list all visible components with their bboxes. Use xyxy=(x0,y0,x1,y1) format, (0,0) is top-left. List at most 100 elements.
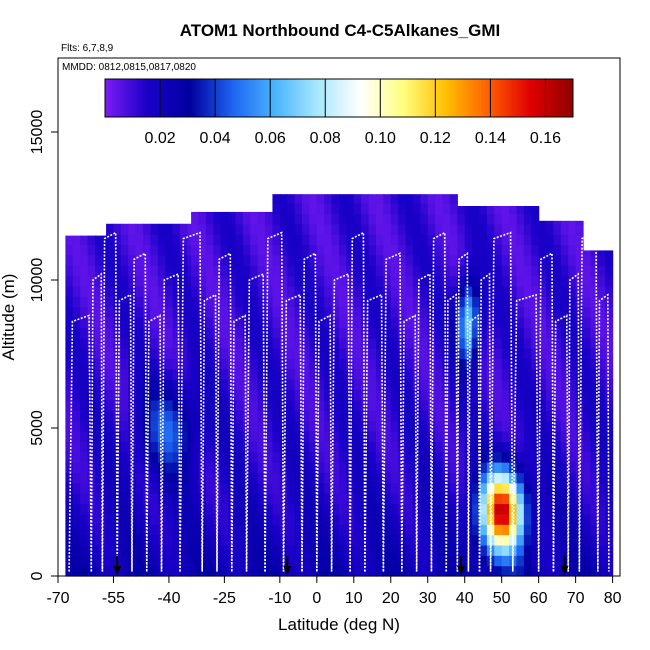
curtain-cell xyxy=(339,565,347,577)
curtain-cell xyxy=(575,317,584,328)
curtain-cell xyxy=(442,379,451,391)
curtain-cell xyxy=(516,534,525,546)
curtain-cell xyxy=(150,306,159,318)
curtain-cell xyxy=(213,389,222,401)
curtain-cell xyxy=(560,451,569,463)
curtain-cell xyxy=(205,368,214,380)
curtain-cell xyxy=(560,482,569,494)
curtain-cell xyxy=(472,244,481,256)
curtain-cell xyxy=(560,306,569,318)
curtain-cell xyxy=(427,358,436,370)
curtain-cell xyxy=(150,513,159,525)
curtain-cell xyxy=(412,389,421,401)
curtain-cell xyxy=(353,348,362,360)
flight-track-segment xyxy=(116,293,133,572)
curtain-cell xyxy=(265,524,274,536)
curtain-cell xyxy=(583,410,592,422)
curtain-cell xyxy=(560,493,569,505)
curtain-cell xyxy=(87,244,96,256)
curtain-cell xyxy=(427,203,436,214)
curtain-cell xyxy=(494,462,503,473)
curtain-cell xyxy=(568,503,577,515)
curtain-cell xyxy=(590,544,599,556)
curtain-cell xyxy=(383,275,392,287)
curtain-cell xyxy=(205,420,214,432)
curtain-cell xyxy=(538,441,547,453)
curtain-cell xyxy=(464,254,473,266)
curtain-cell xyxy=(128,348,137,360)
curtain-cell xyxy=(412,194,421,204)
curtain-cell xyxy=(486,275,495,287)
curtain-cell xyxy=(390,420,399,432)
curtain-cell xyxy=(375,285,384,297)
curtain-cell xyxy=(72,327,81,339)
curtain-cell xyxy=(205,544,214,556)
curtain-cell xyxy=(560,327,569,339)
curtain-cell xyxy=(150,275,159,287)
curtain-cell xyxy=(309,244,318,256)
curtain-cell xyxy=(316,555,325,567)
curtain-cell xyxy=(501,317,510,328)
curtain-cell xyxy=(272,420,281,432)
curtain-cell xyxy=(135,524,144,536)
curtain-cell xyxy=(242,472,251,484)
curtain-cell xyxy=(265,534,274,546)
curtain-cell xyxy=(375,265,384,277)
curtain-cell xyxy=(494,534,503,546)
curtain-cell xyxy=(383,430,392,442)
curtain-cell xyxy=(72,430,81,442)
curtain-cell xyxy=(538,379,547,391)
curtain-cell xyxy=(331,265,340,277)
curtain-cell xyxy=(242,211,251,214)
curtain-cell xyxy=(113,524,122,536)
curtain-cell xyxy=(316,379,325,391)
curtain-cell xyxy=(509,244,518,256)
curtain-cell xyxy=(180,513,189,525)
curtain-cell xyxy=(501,379,510,391)
curtain-cell xyxy=(516,254,525,266)
curtain-cell xyxy=(553,234,562,246)
curtain-cell xyxy=(180,534,189,546)
curtain-cell xyxy=(398,244,407,256)
curtain-cell xyxy=(120,348,129,360)
curtain-cell xyxy=(568,565,577,577)
curtain-cell xyxy=(449,306,458,318)
curtain-cell xyxy=(560,234,569,246)
curtain-cell xyxy=(509,285,518,297)
curtain-cell xyxy=(457,462,466,473)
curtain-cell xyxy=(464,285,473,297)
curtain-cell xyxy=(165,296,174,308)
curtain-cell xyxy=(486,234,495,246)
curtain-cell xyxy=(205,254,214,266)
curtain-cell xyxy=(435,337,444,349)
curtain-cell xyxy=(72,555,81,567)
curtain-cell xyxy=(128,410,137,422)
curtain-cell xyxy=(220,379,229,391)
curtain-cell xyxy=(235,213,244,225)
curtain-cell xyxy=(187,379,192,391)
curtain-cell xyxy=(294,493,303,505)
curtain-cell xyxy=(479,430,488,442)
curtain-cell xyxy=(398,368,407,380)
curtain-cell xyxy=(435,348,444,360)
curtain-cell xyxy=(590,524,599,536)
curtain-cell xyxy=(546,379,555,391)
curtain-cell xyxy=(449,358,458,370)
curtain-cell xyxy=(523,389,532,401)
curtain-cell xyxy=(287,244,296,256)
curtain-cell xyxy=(590,250,599,256)
curtain-cell xyxy=(309,317,318,328)
curtain-cell xyxy=(120,254,129,266)
curtain-cell xyxy=(331,534,340,546)
curtain-cell xyxy=(143,358,152,370)
curtain-cell xyxy=(309,285,318,297)
curtain-cell xyxy=(294,379,303,391)
curtain-cell xyxy=(235,337,244,349)
curtain-cell xyxy=(198,317,207,328)
curtain-cell xyxy=(250,524,259,536)
curtain-cell xyxy=(172,379,181,391)
curtain-cell xyxy=(157,420,166,432)
curtain-cell xyxy=(398,389,407,401)
curtain-cell xyxy=(516,399,525,411)
curtain-cell xyxy=(435,503,444,515)
